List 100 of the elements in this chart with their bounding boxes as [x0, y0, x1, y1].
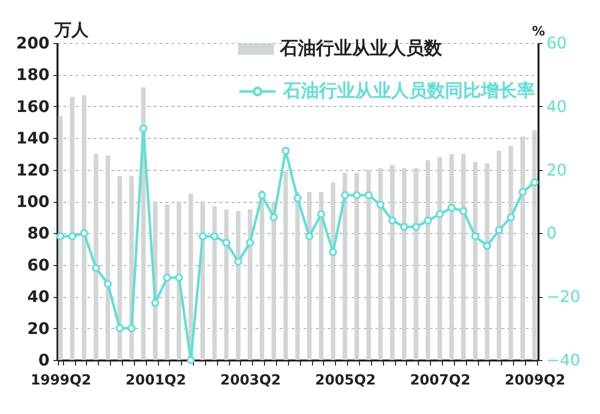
point [352, 191, 361, 200]
point [270, 213, 278, 222]
bar [496, 150, 502, 360]
point [317, 210, 326, 218]
point [294, 194, 302, 202]
point [495, 226, 503, 234]
bar [176, 202, 182, 360]
y-tick-label: 20 [27, 318, 50, 338]
bar [342, 172, 348, 360]
point [80, 229, 88, 238]
point [246, 238, 254, 247]
point [448, 204, 456, 212]
point [222, 238, 230, 247]
point [186, 356, 195, 364]
bar [295, 192, 300, 360]
bar [330, 182, 336, 360]
point [483, 242, 492, 250]
bar [532, 130, 537, 360]
point [174, 274, 183, 282]
bar [272, 202, 276, 360]
point [282, 146, 290, 155]
y2-tick-label: 0 [546, 224, 557, 243]
point [340, 191, 349, 200]
bar [437, 157, 442, 360]
bar [164, 204, 170, 360]
legend-label: 石油行业从业人员数 [279, 38, 443, 59]
point [116, 324, 124, 332]
point [198, 232, 207, 240]
bar [461, 154, 466, 360]
point [234, 258, 242, 266]
y2-tick-label: 60 [546, 34, 567, 52]
y-axis-title: 万人 [54, 20, 90, 40]
point [329, 248, 338, 256]
x-tick-label: 2001Q2 [125, 372, 186, 388]
bar [508, 146, 514, 360]
point [471, 232, 480, 240]
point [530, 178, 539, 186]
y-tick-label: 60 [27, 255, 50, 274]
y2-tick-label: −40 [546, 350, 580, 370]
bar [449, 154, 454, 360]
point [518, 188, 527, 196]
y-tick-label: 160 [16, 96, 50, 116]
bar [402, 168, 406, 360]
bar [117, 176, 122, 360]
point [128, 324, 136, 332]
point [258, 191, 266, 200]
point [305, 232, 314, 240]
bar [260, 190, 264, 360]
x-tick-label: 2007Q2 [410, 372, 471, 388]
bar [58, 116, 63, 360]
y-tick-label: 80 [27, 224, 50, 243]
bar [414, 168, 418, 360]
bar [473, 162, 478, 360]
bar [224, 209, 229, 360]
bar [94, 154, 98, 360]
bar [70, 96, 75, 360]
point [388, 216, 396, 224]
point [400, 222, 408, 231]
bar [366, 170, 371, 360]
bar [283, 171, 288, 360]
bar [484, 163, 490, 360]
point [163, 274, 172, 282]
point [56, 232, 64, 240]
point [104, 280, 112, 288]
bar [307, 192, 312, 360]
point [364, 191, 373, 200]
point [424, 216, 432, 224]
bar [378, 168, 383, 360]
point [412, 222, 420, 231]
bar [236, 211, 240, 360]
bar [390, 165, 395, 360]
bar [354, 172, 360, 360]
y2-axis-title: % [532, 24, 546, 40]
x-tick-label: 1999Q2 [30, 372, 92, 388]
x-tick-label: 2009Q2 [504, 372, 566, 388]
y-tick-label: 140 [16, 128, 50, 148]
point [459, 207, 468, 215]
y-tick-label: 0 [38, 350, 50, 370]
bar [520, 136, 525, 360]
bar [248, 209, 252, 360]
point [68, 232, 76, 240]
bar [212, 206, 217, 360]
bar [426, 160, 430, 360]
point [139, 124, 148, 133]
bar [82, 95, 86, 360]
legend-label: 石油行业从业人员数同比增长率 [282, 80, 535, 102]
point [210, 232, 219, 240]
point [506, 213, 515, 222]
x-tick-label: 2003Q2 [220, 372, 281, 388]
x-tick-label: 2005Q2 [315, 372, 376, 388]
point [92, 264, 100, 272]
point [436, 210, 444, 218]
point [376, 200, 384, 209]
bar [318, 192, 324, 360]
y2-tick-label: 20 [546, 160, 567, 180]
y2-tick-label: 40 [546, 96, 567, 116]
y-tick-label: 200 [16, 34, 50, 52]
y-tick-label: 180 [16, 65, 50, 84]
point [151, 298, 160, 307]
y-tick-label: 100 [16, 192, 50, 211]
